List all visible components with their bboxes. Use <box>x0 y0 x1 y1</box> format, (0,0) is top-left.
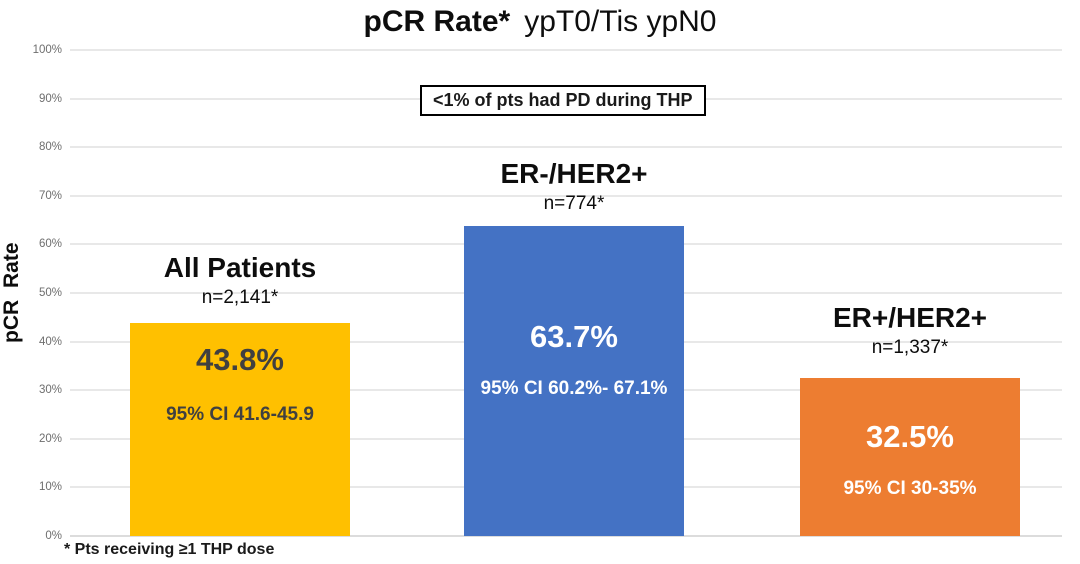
bar-all-patients: 43.8% 95% CI 41.6-45.9 <box>130 323 350 536</box>
y-tick-label: 0% <box>45 530 62 542</box>
bar-ci-label: 95% CI 41.6-45.9 <box>166 404 314 425</box>
bar-header-er-pos-her2-pos: ER+/HER2+ n=1,337* <box>760 302 1060 360</box>
y-tick-label: 20% <box>38 433 62 445</box>
sample-size-label: n=774* <box>543 193 605 214</box>
annotation-box: <1% of pts had PD during THP <box>420 85 706 116</box>
bar-header-all-patients: All Patients n=2,141* <box>90 252 390 310</box>
bar-header-er-neg-her2-pos: ER-/HER2+ n=774* <box>424 158 724 216</box>
y-tick-label: 90% <box>38 93 62 105</box>
sample-size-label: n=2,141* <box>201 287 279 308</box>
bar-ci-label: 95% CI 30-35% <box>843 478 977 499</box>
category-label: All Patients <box>163 252 317 283</box>
category-label: ER-/HER2+ <box>500 158 648 189</box>
y-tick-label: 100% <box>32 44 62 56</box>
bar-value-label: 63.7% <box>530 319 618 354</box>
chart-title-main: pCR Rate* <box>363 5 511 38</box>
gridline-70 <box>70 195 1062 197</box>
category-label: ER+/HER2+ <box>832 302 988 333</box>
y-tick-label: 10% <box>38 481 62 493</box>
y-tick-label: 70% <box>38 190 62 202</box>
chart-title-sub: ypT0/Tis ypN0 <box>524 5 717 38</box>
gridline-100 <box>70 49 1062 51</box>
gridline-80 <box>70 146 1062 148</box>
bar-er-neg-her2-pos: 63.7% 95% CI 60.2%- 67.1% <box>464 226 684 536</box>
y-tick-label: 30% <box>38 384 62 396</box>
bar-ci-label: 95% CI 60.2%- 67.1% <box>480 378 668 399</box>
sample-size-label: n=1,337* <box>871 337 949 358</box>
gridline-0 <box>70 535 1062 537</box>
chart-title: pCR Rate* ypT0/Tis ypN0 <box>0 5 1080 39</box>
y-tick-label: 60% <box>38 238 62 250</box>
y-tick-label: 80% <box>38 141 62 153</box>
bar-value-label: 43.8% <box>196 342 284 377</box>
bar-value-label: 32.5% <box>866 419 954 454</box>
footnote: * Pts receiving ≥1 THP dose <box>64 541 275 558</box>
y-tick-label: 50% <box>38 287 62 299</box>
bar-er-pos-her2-pos: 32.5% 95% CI 30-35% <box>800 378 1020 536</box>
y-tick-label: 40% <box>38 336 62 348</box>
